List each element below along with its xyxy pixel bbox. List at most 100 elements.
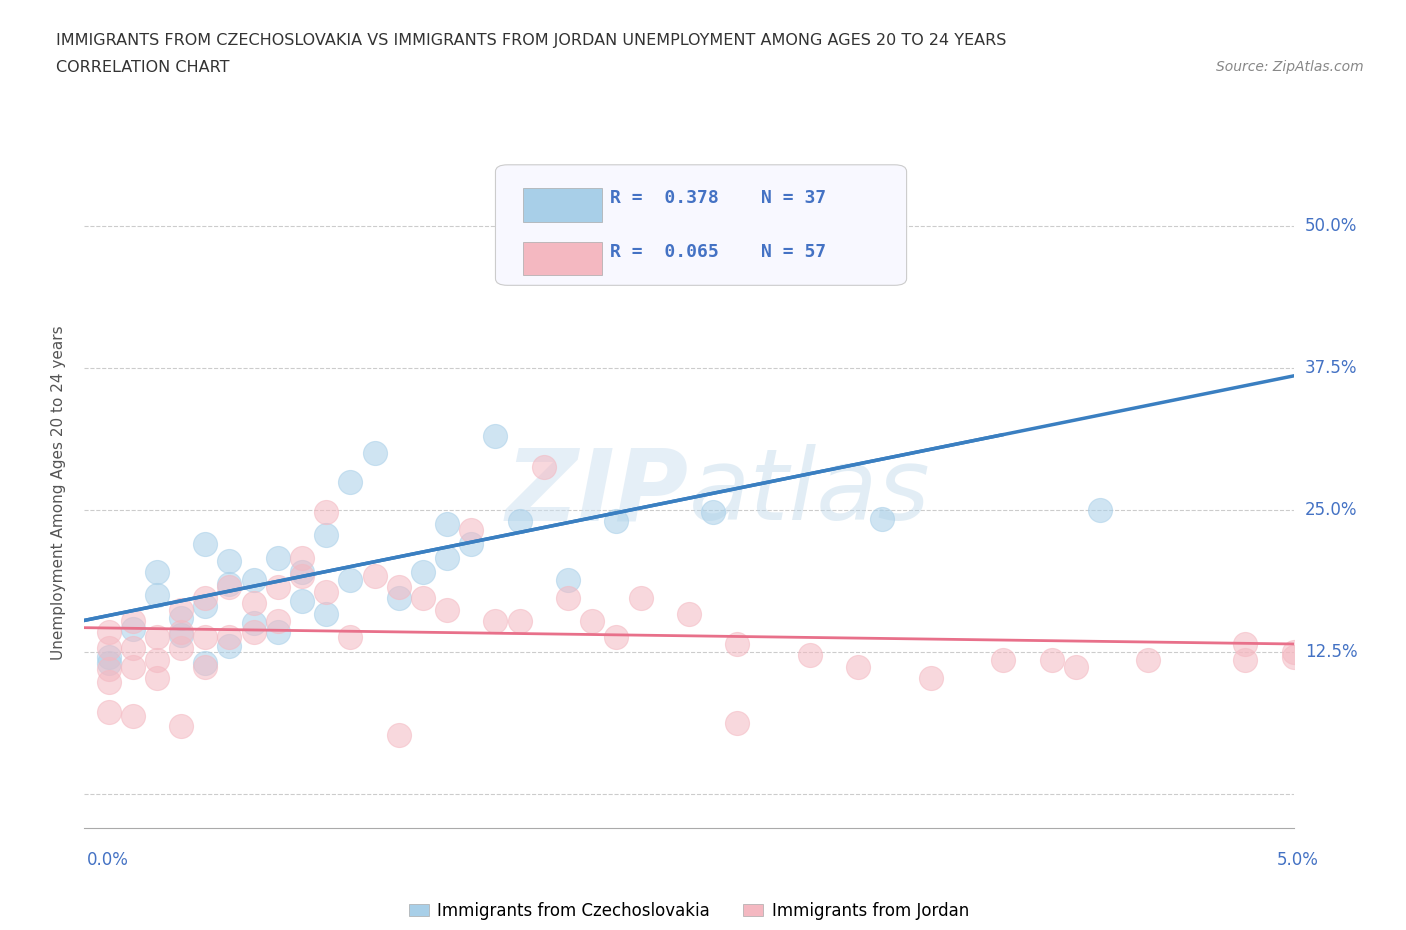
Point — [509, 614, 531, 629]
Point — [1234, 652, 1257, 667]
Point — [194, 537, 217, 551]
Point — [194, 656, 217, 671]
Point — [97, 661, 120, 676]
Point — [1137, 652, 1160, 667]
Point — [484, 429, 506, 444]
Point — [1064, 659, 1087, 674]
Point — [315, 527, 337, 542]
Point — [1282, 644, 1305, 659]
Text: N = 37: N = 37 — [762, 190, 827, 207]
Point — [315, 584, 337, 599]
Point — [436, 551, 458, 565]
Point — [170, 625, 193, 640]
Point — [194, 659, 217, 674]
Point — [146, 630, 169, 644]
Point — [291, 593, 314, 608]
Point — [291, 551, 314, 565]
Point — [170, 641, 193, 656]
Point — [146, 652, 169, 667]
Text: 0.0%: 0.0% — [87, 851, 129, 870]
Point — [194, 599, 217, 614]
Point — [218, 579, 240, 594]
Point — [218, 577, 240, 591]
Point — [630, 259, 652, 273]
Point — [436, 603, 458, 618]
Point — [557, 573, 579, 588]
Point — [170, 718, 193, 733]
Point — [267, 579, 290, 594]
Y-axis label: Unemployment Among Ages 20 to 24 years: Unemployment Among Ages 20 to 24 years — [51, 326, 66, 660]
Text: Source: ZipAtlas.com: Source: ZipAtlas.com — [1216, 60, 1364, 74]
FancyBboxPatch shape — [495, 165, 907, 286]
Point — [194, 630, 217, 644]
Point — [97, 650, 120, 665]
Point — [291, 568, 314, 583]
Point — [1282, 650, 1305, 665]
Point — [121, 659, 143, 674]
Point — [146, 671, 169, 685]
Point — [339, 630, 361, 644]
Point — [97, 705, 120, 720]
Point — [242, 595, 264, 610]
Text: atlas: atlas — [689, 445, 931, 541]
Legend: Immigrants from Czechoslovakia, Immigrants from Jordan: Immigrants from Czechoslovakia, Immigran… — [402, 896, 976, 926]
Point — [509, 514, 531, 529]
Text: 50.0%: 50.0% — [1305, 218, 1357, 235]
Point — [388, 727, 411, 742]
Text: 12.5%: 12.5% — [1305, 643, 1357, 661]
Point — [291, 565, 314, 579]
Point — [678, 607, 700, 622]
Point — [218, 639, 240, 654]
Point — [702, 505, 724, 520]
Point — [412, 591, 434, 605]
Text: R =  0.378: R = 0.378 — [610, 190, 718, 207]
Point — [799, 648, 821, 663]
Point — [194, 591, 217, 605]
Point — [436, 516, 458, 531]
Point — [97, 641, 120, 656]
Point — [484, 614, 506, 629]
Point — [170, 610, 193, 625]
Point — [97, 625, 120, 640]
Point — [725, 716, 748, 731]
Point — [581, 614, 603, 629]
Text: 25.0%: 25.0% — [1305, 501, 1357, 519]
Point — [267, 551, 290, 565]
Point — [846, 659, 869, 674]
Point — [218, 553, 240, 568]
Point — [242, 616, 264, 631]
Point — [605, 630, 627, 644]
Text: 37.5%: 37.5% — [1305, 359, 1357, 377]
Point — [339, 573, 361, 588]
Point — [460, 523, 482, 538]
Point — [267, 614, 290, 629]
Point — [121, 614, 143, 629]
Text: IMMIGRANTS FROM CZECHOSLOVAKIA VS IMMIGRANTS FROM JORDAN UNEMPLOYMENT AMONG AGES: IMMIGRANTS FROM CZECHOSLOVAKIA VS IMMIGR… — [56, 33, 1007, 47]
Point — [121, 641, 143, 656]
Point — [388, 579, 411, 594]
Point — [146, 565, 169, 579]
Point — [242, 625, 264, 640]
Point — [146, 588, 169, 603]
Point — [315, 607, 337, 622]
Point — [388, 591, 411, 605]
Point — [363, 568, 385, 583]
Point — [630, 591, 652, 605]
Point — [242, 573, 264, 588]
Point — [1234, 636, 1257, 651]
FancyBboxPatch shape — [523, 242, 602, 275]
Point — [97, 656, 120, 671]
Text: CORRELATION CHART: CORRELATION CHART — [56, 60, 229, 75]
Text: N = 57: N = 57 — [762, 243, 827, 260]
Point — [170, 628, 193, 643]
Point — [993, 652, 1015, 667]
Point — [557, 591, 579, 605]
Point — [1040, 652, 1063, 667]
Text: 5.0%: 5.0% — [1277, 851, 1319, 870]
Text: R =  0.065: R = 0.065 — [610, 243, 718, 260]
Point — [170, 603, 193, 618]
Point — [412, 565, 434, 579]
Point — [533, 459, 555, 474]
Point — [97, 675, 120, 690]
Point — [872, 512, 894, 526]
